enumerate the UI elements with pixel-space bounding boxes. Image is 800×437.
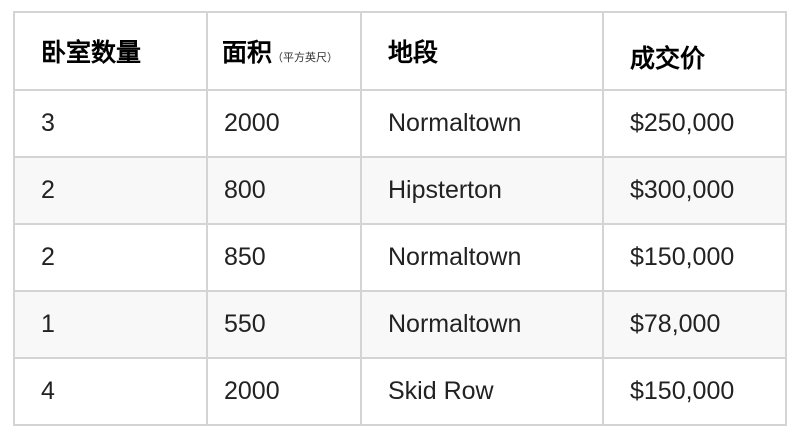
cell-neighborhood: Normaltown — [360, 89, 604, 158]
header-bedrooms: 卧室数量 — [13, 11, 208, 91]
cell-neighborhood: Hipsterton — [360, 156, 604, 225]
cell-neighborhood: Skid Row — [360, 357, 604, 426]
cell-area: 850 — [206, 223, 362, 292]
header-area-label: 面积 — [222, 39, 273, 67]
cell-area: 2000 — [206, 89, 362, 158]
header-neighborhood: 地段 — [360, 11, 604, 91]
table-row: 2 850 Normaltown $150,000 — [13, 223, 787, 292]
cell-area: 800 — [206, 156, 362, 225]
table-row: 4 2000 Skid Row $150,000 — [13, 357, 787, 426]
cell-bedrooms: 4 — [13, 357, 208, 426]
cell-price: $250,000 — [602, 89, 787, 158]
cell-area: 2000 — [206, 357, 362, 426]
cell-neighborhood: Normaltown — [360, 290, 604, 359]
cell-neighborhood: Normaltown — [360, 223, 604, 292]
cell-price: $300,000 — [602, 156, 787, 225]
header-price: 成交价 — [602, 11, 787, 91]
header-area: 面积（平方英尺） — [206, 11, 362, 91]
cell-bedrooms: 2 — [13, 156, 208, 225]
housing-table: 卧室数量 面积（平方英尺） 地段 成交价 3 2000 Normaltown $… — [13, 11, 787, 426]
cell-price: $150,000 — [602, 357, 787, 426]
cell-bedrooms: 1 — [13, 290, 208, 359]
table-row: 2 800 Hipsterton $300,000 — [13, 156, 787, 225]
table-row: 1 550 Normaltown $78,000 — [13, 290, 787, 359]
header-row: 卧室数量 面积（平方英尺） 地段 成交价 — [13, 11, 787, 91]
cell-bedrooms: 2 — [13, 223, 208, 292]
cell-price: $78,000 — [602, 290, 787, 359]
table-row: 3 2000 Normaltown $250,000 — [13, 89, 787, 158]
header-area-unit: （平方英尺） — [272, 52, 339, 64]
cell-area: 550 — [206, 290, 362, 359]
cell-price: $150,000 — [602, 223, 787, 292]
cell-bedrooms: 3 — [13, 89, 208, 158]
